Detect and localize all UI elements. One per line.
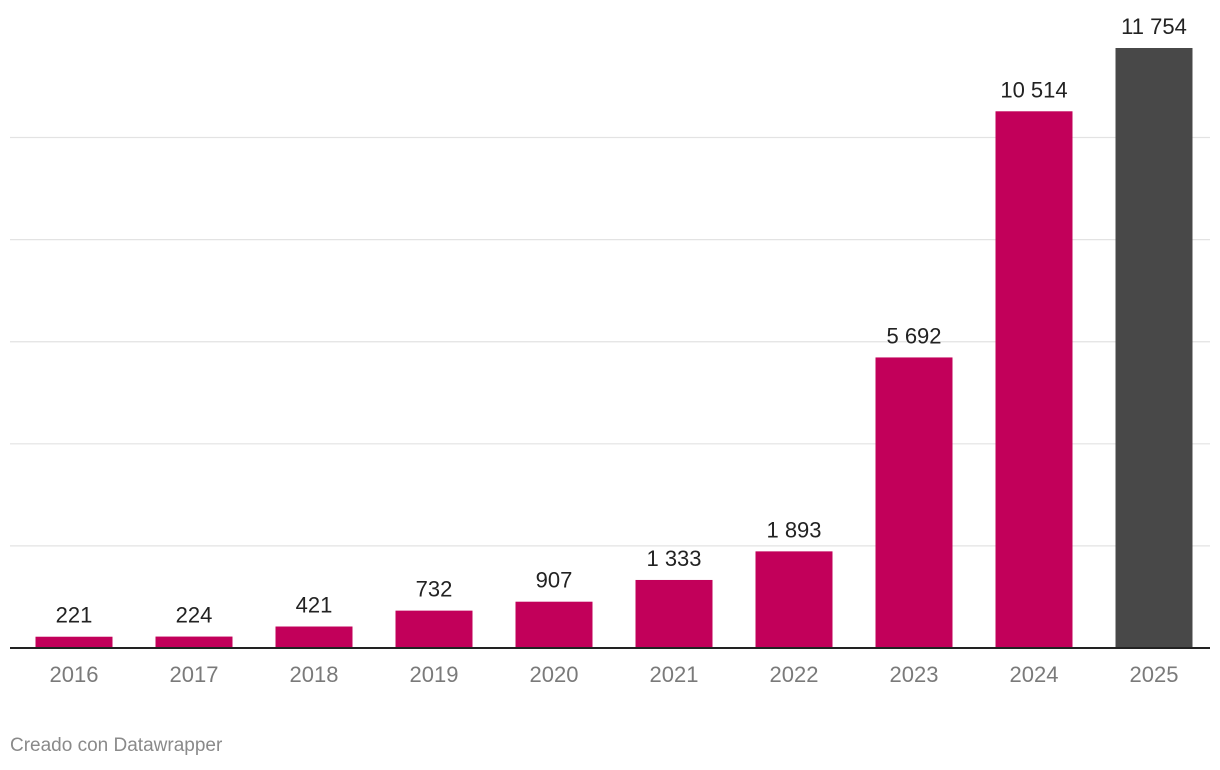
bar-chart: 221 224 421 732 907 1 333 1 893 5 692 10 514 11 7… — [10, 14, 1210, 687]
data-label-2025: 11 754 — [1121, 14, 1187, 39]
data-label-2023: 5 692 — [886, 323, 941, 348]
x-tick-label-2021: 2021 — [650, 662, 699, 687]
x-axis: 2016 2017 2018 2019 2020 2021 2022 2023 2024 2025 — [10, 647, 1210, 687]
data-label-2017: 224 — [176, 603, 213, 628]
data-label-2020: 907 — [536, 568, 573, 593]
bar-2017 — [155, 636, 233, 648]
datawrapper-credit: Creado con Datawrapper — [10, 735, 223, 756]
data-label-2018: 421 — [296, 593, 333, 618]
bar-2016 — [35, 636, 113, 648]
bar-2019 — [395, 610, 473, 648]
x-tick-label-2018: 2018 — [290, 662, 339, 687]
data-label-2024: 10 514 — [1000, 77, 1067, 102]
data-label-2021: 1 333 — [646, 546, 701, 571]
data-label-2019: 732 — [416, 577, 453, 602]
x-tick-label-2020: 2020 — [530, 662, 579, 687]
x-tick-label-2023: 2023 — [890, 662, 939, 687]
data-label-2016: 221 — [56, 603, 93, 628]
x-tick-label-2022: 2022 — [770, 662, 819, 687]
bar-2020 — [515, 601, 593, 648]
x-tick-label-2019: 2019 — [410, 662, 459, 687]
x-tick-label-2016: 2016 — [50, 662, 99, 687]
bar-2025 — [1115, 48, 1193, 648]
x-tick-label-2024: 2024 — [1010, 662, 1059, 687]
data-label-2022: 1 893 — [766, 517, 821, 542]
x-tick-label-2017: 2017 — [170, 662, 219, 687]
data-labels: 221 224 421 732 907 1 333 1 893 5 692 10 514 11 7… — [56, 14, 1187, 628]
bar-2024 — [995, 111, 1073, 648]
bars — [35, 48, 1193, 648]
x-tick-label-2025: 2025 — [1130, 662, 1179, 687]
bar-2018 — [275, 626, 353, 648]
bar-2023 — [875, 357, 953, 648]
bar-2022 — [755, 551, 833, 648]
bar-2021 — [635, 579, 713, 648]
